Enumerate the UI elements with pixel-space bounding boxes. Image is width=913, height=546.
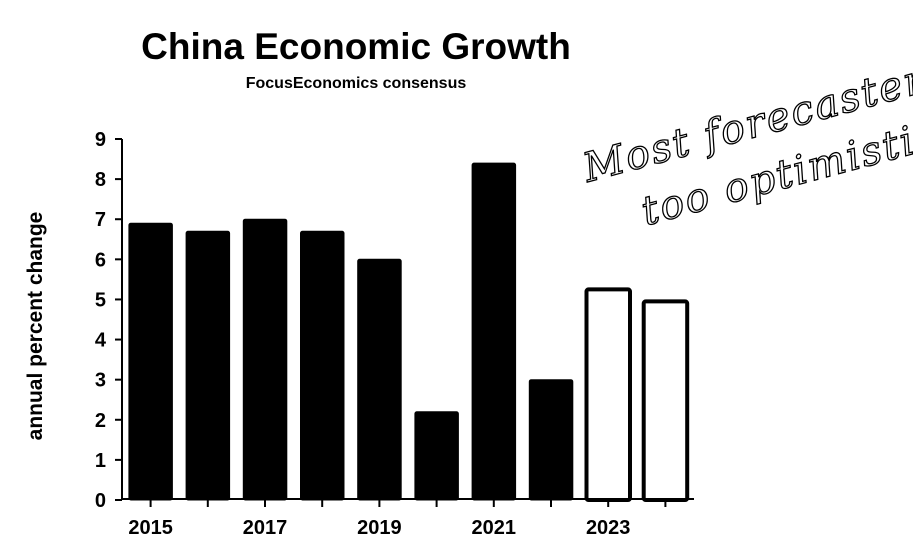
bar-2019: [357, 258, 402, 501]
forecast-bar-2023: [584, 287, 632, 502]
chart-subtitle: FocusEconomics consensus: [246, 75, 467, 92]
y-tick-label: 8: [95, 169, 106, 191]
y-tick-label: 6: [95, 249, 106, 271]
y-tick-label: 3: [95, 370, 106, 392]
forecast-bar-2024: [641, 299, 690, 502]
y-tick-group: 0 1 2 3 4 5 6 7 8 9: [95, 129, 122, 512]
x-tick-label: 2021: [472, 517, 517, 539]
bar-2022: [528, 379, 574, 501]
bar-2020: [414, 411, 459, 501]
x-tick-label: 2023: [586, 517, 631, 539]
y-tick-label: 5: [95, 289, 106, 311]
y-tick-label: 0: [95, 490, 106, 512]
bar-2015: [128, 222, 173, 501]
bar-2018: [300, 230, 345, 501]
handwritten-annotation: Most forecasters too optimistic.: [577, 50, 913, 236]
y-axis-label: annual percent change: [24, 212, 47, 441]
x-tick-label: 2017: [243, 517, 288, 539]
bar-2017: [242, 218, 288, 501]
y-tick-label: 9: [95, 129, 106, 151]
bar-2021: [471, 162, 517, 501]
bar-2016: [185, 230, 231, 501]
y-tick-label: 2: [95, 410, 106, 432]
x-tick-label: 2015: [128, 517, 173, 539]
y-tick-label: 4: [95, 330, 107, 352]
x-tick-group: 2015 2017 2019 2021 2023: [128, 500, 667, 539]
chart-title: China Economic Growth: [141, 26, 571, 67]
bar-group: [128, 162, 690, 502]
y-tick-label: 7: [95, 209, 106, 231]
y-tick-label: 1: [95, 450, 106, 472]
x-tick-label: 2019: [357, 517, 402, 539]
